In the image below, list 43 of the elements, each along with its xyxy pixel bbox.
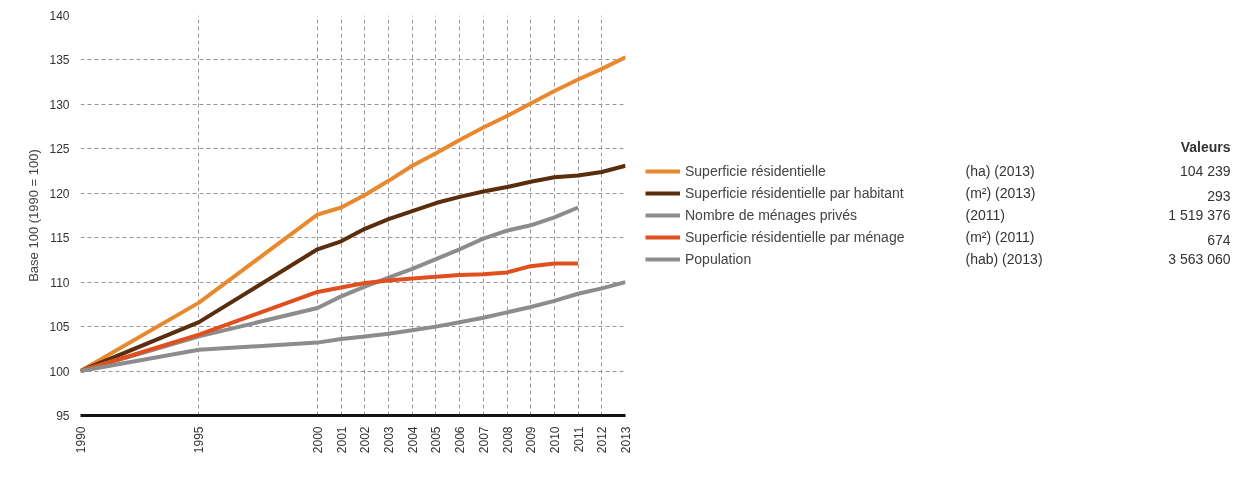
x-tick-label: 2008	[500, 426, 515, 454]
x-tick-label: 2004	[405, 426, 420, 454]
y-tick-label: 105	[49, 320, 70, 335]
text: Valeurs	[1180, 138, 1231, 155]
y-tick-label: 140	[49, 9, 70, 23]
text: (2011)	[965, 206, 1005, 223]
y-tick-label: 120	[49, 186, 70, 201]
text: 674	[1207, 231, 1231, 248]
x-tick-label: 2002	[358, 426, 373, 454]
y-tick-label: 135	[49, 53, 70, 68]
y-tick-label: 125	[49, 142, 70, 157]
legend-label: Superficie résidentielle par ménage	[685, 228, 905, 247]
text: 1 519 376	[1168, 206, 1231, 223]
text: (m²) (2011)	[965, 228, 1035, 245]
legend-label: Superficie résidentielle par habitant	[685, 184, 904, 203]
y-tick-label: 100	[49, 364, 70, 379]
x-tick-label: 2011	[571, 426, 586, 453]
x-tick-label: 2007	[476, 426, 491, 454]
text: (m²) (2013)	[965, 184, 1036, 201]
y-tick-label: 115	[50, 231, 70, 246]
y-axis-title: Base 100 (1990 = 100)	[26, 149, 42, 282]
text: (hab) (2013)	[965, 250, 1043, 267]
y-tick-label: 130	[49, 97, 70, 112]
text: 104 239	[1179, 162, 1231, 179]
legend-label: Superficie résidentielle	[685, 162, 826, 181]
text: 293	[1207, 187, 1231, 204]
x-tick-label: 2010	[547, 426, 562, 454]
y-tick-label: 110	[50, 275, 70, 290]
x-tick-label: 2013	[619, 426, 633, 454]
legend-label: Population	[685, 250, 752, 269]
x-tick-label: 2005	[429, 426, 444, 454]
text: 3 563 060	[1168, 250, 1231, 267]
x-tick-label: 1990	[74, 426, 88, 454]
x-tick-label: 2009	[524, 426, 539, 454]
x-tick-label: 1995	[192, 426, 207, 454]
x-tick-label: 2012	[595, 426, 610, 454]
x-tick-label: 2000	[310, 426, 325, 454]
x-tick-label: 2001	[334, 426, 349, 454]
text: (ha) (2013)	[965, 162, 1035, 179]
x-tick-label: 2006	[453, 426, 468, 454]
x-tick-label: 2003	[382, 426, 397, 454]
legend-label: Nombre de ménages privés	[685, 206, 857, 225]
y-tick-label: 95	[56, 409, 70, 423]
